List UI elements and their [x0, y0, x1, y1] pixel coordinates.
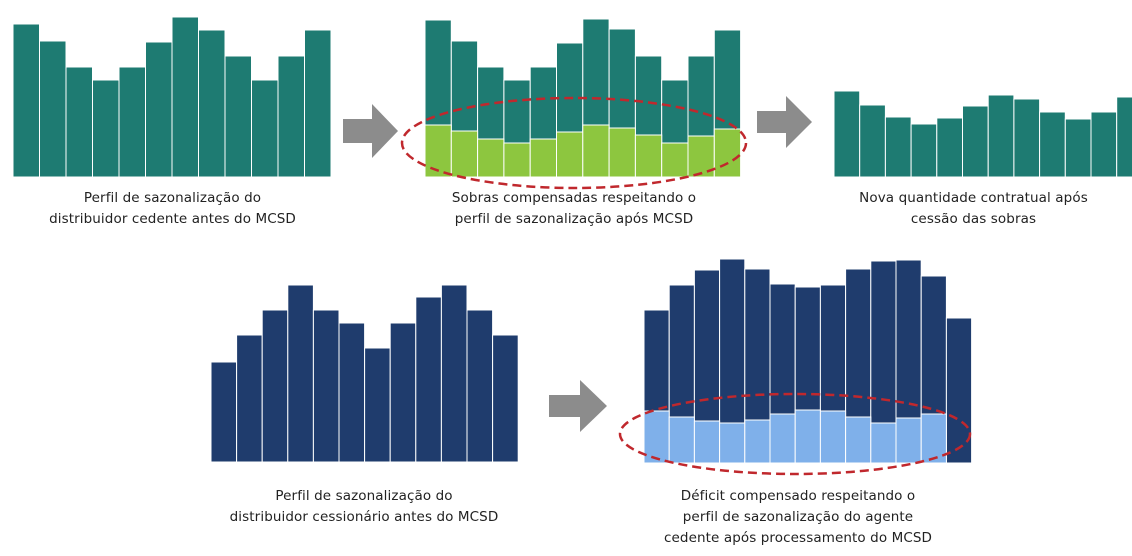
bar: [389, 322, 417, 463]
overlay-bar: [870, 422, 897, 464]
overlay-bar: [713, 128, 742, 178]
caption-line: Déficit compensado respeitando o: [680, 488, 916, 504]
bar: [338, 322, 366, 463]
bar: [261, 309, 289, 463]
bar: [1116, 96, 1132, 178]
overlay-bar: [693, 420, 721, 464]
overlay-bar: [503, 142, 531, 178]
bar: [118, 66, 146, 178]
bar: [910, 123, 938, 178]
panel-original-profile: [12, 16, 332, 178]
panel-assignee-profile: [210, 284, 519, 463]
panel-surplus-compensated: [424, 18, 742, 178]
caption-line: cedente após processamento do MCSD: [663, 530, 933, 546]
bar: [884, 116, 912, 178]
bar: [1090, 111, 1118, 178]
bar: [492, 334, 519, 463]
overlay-bar: [450, 130, 479, 178]
overlay-bar: [477, 138, 505, 178]
bar: [936, 117, 963, 178]
arrow-right-icon: [549, 380, 607, 432]
caption-line: perfil de sazonalização após MCSD: [454, 211, 694, 227]
overlay-bar: [845, 416, 872, 464]
bar: [251, 79, 279, 178]
overlay-bar: [794, 409, 821, 464]
bar: [287, 284, 314, 463]
panel-new-contract-quantity: [833, 90, 1132, 178]
bar: [92, 79, 120, 178]
panel-deficit-compensated: [643, 258, 973, 464]
bar: [171, 16, 199, 178]
overlay-bar: [424, 124, 452, 178]
overlay-bar: [895, 417, 922, 464]
caption-line: Perfil de sazonalização do: [83, 190, 262, 206]
bar: [277, 55, 305, 178]
bar: [224, 55, 252, 178]
bar: [312, 309, 340, 463]
bar: [962, 105, 989, 178]
bar: [39, 40, 67, 178]
arrow-right-icon: [757, 96, 812, 148]
overlay-bar: [608, 127, 636, 178]
bar: [440, 284, 468, 463]
bar: [1064, 118, 1092, 178]
caption-line: distribuidor cessionário antes do MCSD: [229, 509, 499, 525]
overlay-bar: [582, 124, 610, 178]
caption-line: cessão das sobras: [910, 211, 1037, 227]
overlay-bar: [529, 138, 558, 178]
bar: [466, 309, 494, 463]
overlay-bar: [819, 410, 847, 464]
bar: [364, 347, 391, 463]
bar: [987, 94, 1015, 178]
overlay-bar: [634, 134, 663, 178]
overlay-bar: [719, 422, 746, 464]
bar: [1013, 98, 1041, 178]
bar: [415, 296, 442, 463]
overlay-bar: [643, 410, 670, 464]
bar: [145, 41, 173, 178]
arrow-right-icon: [343, 104, 398, 158]
bar: [859, 104, 886, 178]
caption-deficit-compensated: Déficit compensado respeitando o perfil …: [610, 486, 986, 549]
overlay-bar: [668, 416, 695, 464]
caption-line: Sobras compensadas respeitando o: [451, 190, 697, 206]
bar: [198, 29, 226, 178]
bar: [1039, 111, 1066, 178]
bar: [12, 23, 40, 178]
caption-surplus-compensated: Sobras compensadas respeitando o perfil …: [404, 188, 744, 230]
caption-assignee-profile: Perfil de sazonalização do distribuidor …: [180, 486, 548, 528]
caption-original-profile: Perfil de sazonalização do distribuidor …: [0, 188, 345, 230]
bar: [236, 334, 263, 463]
bar: [304, 29, 332, 178]
overlay-bar: [769, 413, 796, 464]
deficit-highlight-ellipse: [618, 392, 972, 476]
overlay-bar: [744, 419, 771, 464]
bar: [65, 66, 93, 178]
caption-line: Nova quantidade contratual após: [859, 190, 1088, 206]
overlay-bar: [661, 142, 689, 178]
overlay-bar: [556, 131, 584, 178]
caption-line: perfil de sazonalização do agente: [682, 509, 914, 525]
caption-new-contract-quantity: Nova quantidade contratual após cessão d…: [815, 188, 1132, 230]
bar: [210, 361, 238, 463]
caption-line: Perfil de sazonalização do: [275, 488, 453, 504]
bar: [833, 90, 861, 178]
caption-line: distribuidor cedente antes do MCSD: [49, 211, 296, 227]
surplus-highlight-ellipse: [400, 96, 748, 190]
